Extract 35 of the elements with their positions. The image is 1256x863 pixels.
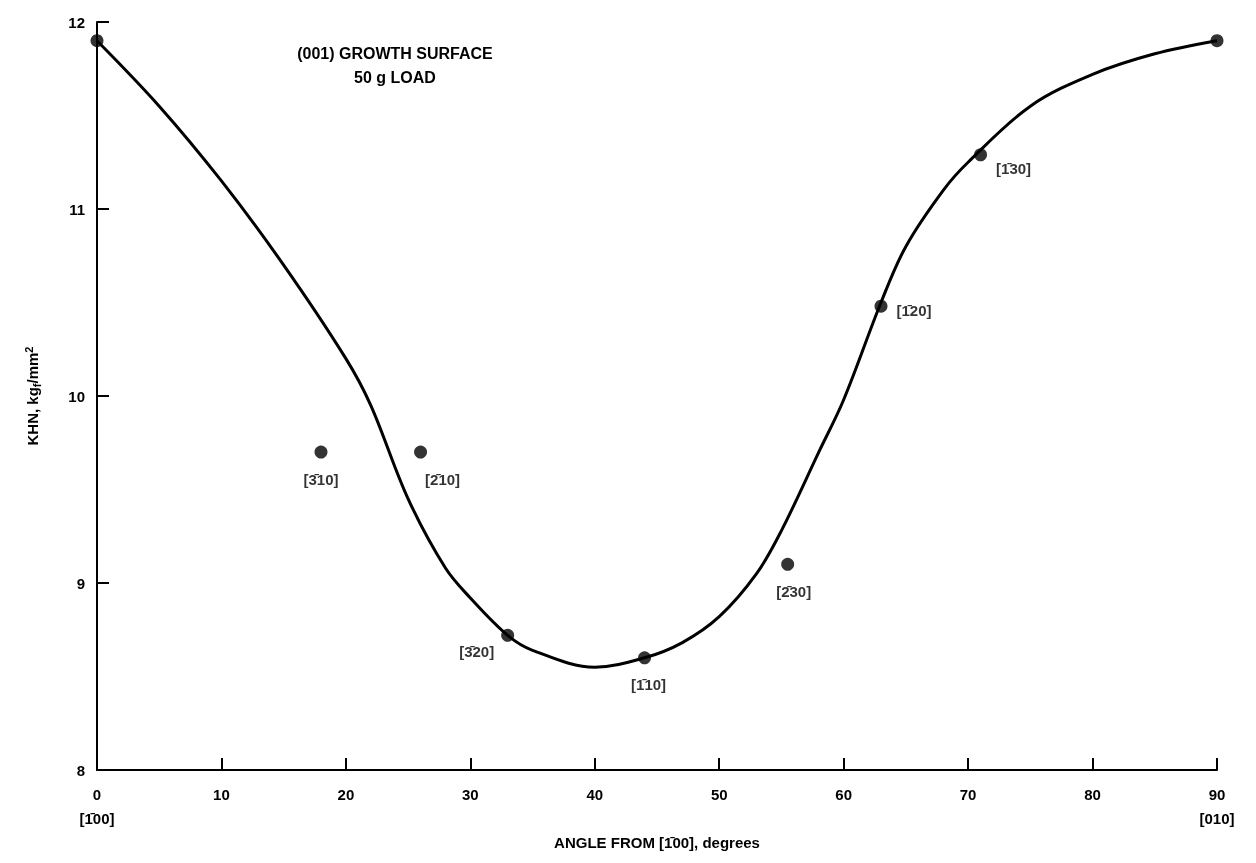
data-label: [1̄10] <box>631 676 667 694</box>
point <box>781 557 795 571</box>
y-tick-label: 11 <box>69 200 85 218</box>
point <box>90 34 104 48</box>
text: (001) GROWTH SURFACE <box>297 44 494 62</box>
data-label: [1̄30] <box>996 160 1032 178</box>
x-tick-label: 0 [1̄00] <box>79 785 115 827</box>
data-label: [2̄10] <box>425 470 461 488</box>
y-tick-label: 9 <box>76 574 85 592</box>
x-tick-label: 40 <box>586 785 604 803</box>
point <box>314 445 328 459</box>
data-label: [2̄30] <box>776 582 812 600</box>
x-tick-label: 90 [010] <box>1199 785 1235 827</box>
text: 50 g LOAD <box>354 68 436 86</box>
y-tick-label: 10 <box>68 387 85 405</box>
x-tick-label: 60 <box>835 785 853 803</box>
point <box>874 299 888 313</box>
point <box>501 628 515 642</box>
y-tick-label: 8 <box>76 761 85 779</box>
x-tick-label: 10 <box>213 785 230 803</box>
point <box>1210 34 1224 48</box>
x-tick-label: 70 <box>959 785 977 803</box>
x-tick-label: 50 <box>710 785 728 803</box>
y-tick-label: 12 <box>68 13 85 31</box>
data-label: [3̄20] <box>459 642 495 660</box>
x-tick-label: 30 <box>461 785 479 803</box>
x-axis-title: ANGLE FROM [1̄00], degrees <box>554 833 760 851</box>
y-axis-title: KHN, kgf/mm2 <box>22 346 43 446</box>
x-tick-label: 80 <box>1084 785 1101 803</box>
x-tick-label: 20 <box>337 785 355 803</box>
data-label: [3̄10] <box>303 470 339 488</box>
point <box>638 651 652 665</box>
point <box>974 148 988 162</box>
point <box>414 445 428 459</box>
data-label: [1̄20] <box>896 301 932 319</box>
